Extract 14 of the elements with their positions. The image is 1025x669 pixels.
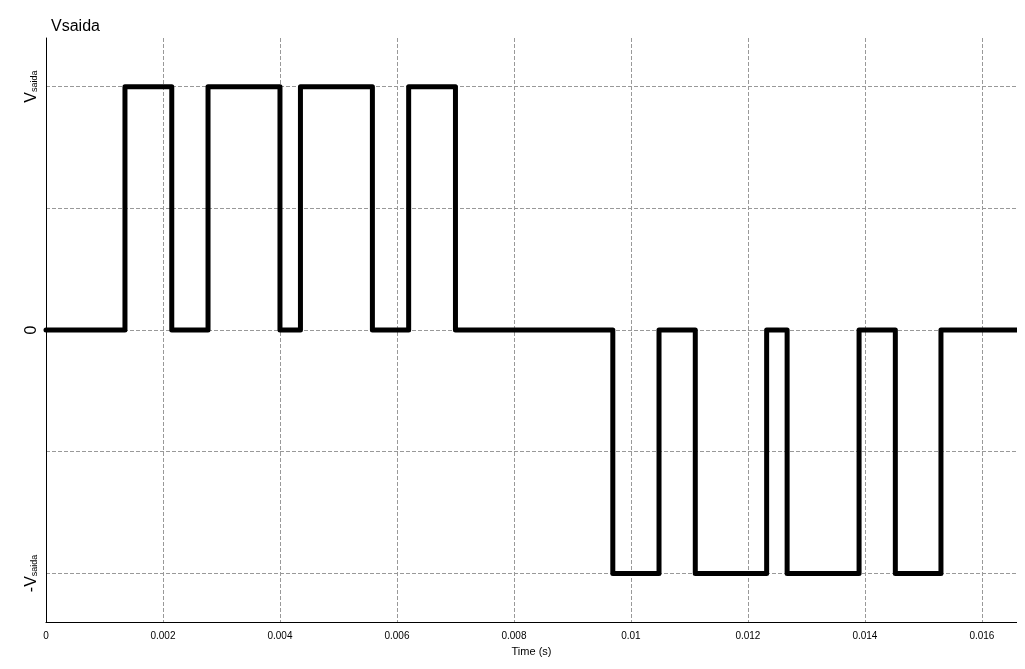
x-tick-label: 0.012: [735, 629, 761, 641]
text: 0: [21, 325, 39, 335]
x-tick-label: 0: [43, 629, 50, 641]
x-tick-label: 0.004: [267, 629, 293, 641]
x-tick-label: 0.01: [621, 629, 642, 641]
x-tick-label: 0.014: [852, 629, 878, 641]
chart-title: Vsaida: [51, 16, 101, 34]
x-tick-label: 0.002: [150, 629, 176, 641]
text: Vsaida: [21, 70, 39, 103]
x-tick-label: 0.006: [384, 629, 410, 641]
text: -Vsaida: [21, 554, 39, 593]
x-tick-label: 0.016: [969, 629, 995, 641]
x-axis-title: Time (s): [511, 644, 552, 657]
x-tick-label: 0.008: [501, 629, 527, 641]
